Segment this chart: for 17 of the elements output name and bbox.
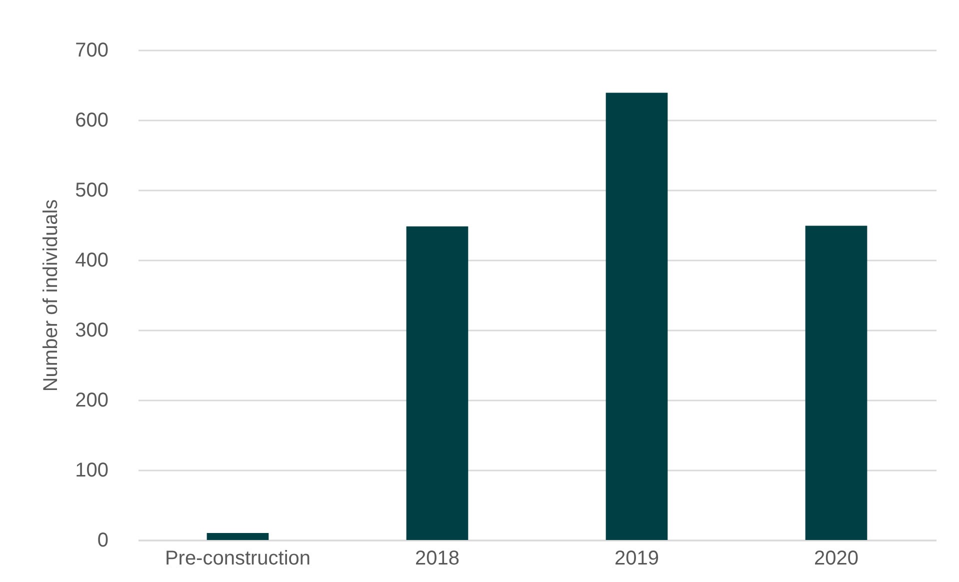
x-tick-label: Pre-construction <box>164 548 311 570</box>
y-tick-label: 500 <box>75 180 108 202</box>
y-tick-label: 600 <box>75 110 108 132</box>
y-tick-label: 0 <box>97 530 108 552</box>
bar <box>606 92 668 540</box>
y-tick-label: 200 <box>75 390 108 412</box>
y-axis-title: Number of individuals <box>40 199 62 392</box>
bar <box>805 226 868 540</box>
x-tick-label: 2018 <box>415 548 460 570</box>
y-tick-label: 100 <box>75 460 108 482</box>
bar <box>206 533 269 540</box>
y-tick-label: 400 <box>75 250 108 272</box>
x-tick-label: 2019 <box>614 548 659 570</box>
x-tick-label: 2020 <box>814 548 858 570</box>
y-tick-label: 700 <box>75 40 108 62</box>
y-tick-label: 300 <box>75 320 108 342</box>
bar <box>406 226 468 540</box>
